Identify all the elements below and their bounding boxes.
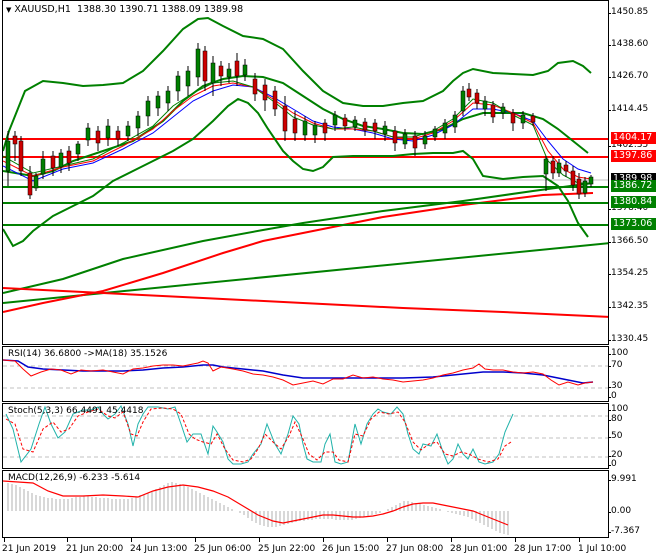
time-tick-mark xyxy=(259,538,260,542)
candlesticks xyxy=(5,43,594,199)
chart-title: ▼ XAUUSD,H1 1388.30 1390.71 1388.09 1389… xyxy=(6,4,243,15)
time-tick-mark xyxy=(451,538,452,542)
rsi-tick: 0 xyxy=(608,391,617,401)
price-tick: 1450.85 xyxy=(607,7,649,17)
stochastic-plot xyxy=(3,404,608,465)
price-tick: 1366.50 xyxy=(607,236,649,246)
macd-signal-line xyxy=(3,480,509,526)
symbol-label: XAUUSD,H1 xyxy=(14,4,71,15)
resistance-tag: 1397.86 xyxy=(611,150,656,162)
time-tick-mark xyxy=(579,538,580,542)
stoch-tick: 100 xyxy=(607,404,629,414)
ma-green-thin xyxy=(3,80,591,184)
time-label: 1 Jul 10:00 xyxy=(578,544,627,554)
time-tick-mark xyxy=(195,538,196,542)
macd-tick: -7.367 xyxy=(607,526,641,536)
time-tick-mark xyxy=(131,538,132,542)
stoch-main-line xyxy=(5,404,514,465)
time-label: 25 Jun 06:00 xyxy=(194,544,252,554)
stoch-tick: 80 xyxy=(607,414,623,424)
price-tick: 1354.25 xyxy=(607,268,649,278)
time-tick-mark xyxy=(67,538,68,542)
rsi-legend: RSI(14) 36.6800 ->MA(18) 35.1526 xyxy=(8,349,168,359)
time-label: 26 Jun 15:00 xyxy=(322,544,380,554)
bollinger-lower xyxy=(3,97,589,248)
macd-plot xyxy=(3,480,509,535)
price-plot xyxy=(3,16,608,318)
triangle-down-icon[interactable]: ▼ xyxy=(6,6,12,14)
stoch-tick: 20 xyxy=(607,450,623,460)
stochastic-panel[interactable]: Stoch(5,3,3) 66.4491 45.4418 xyxy=(2,403,609,469)
price-chart-panel[interactable]: ▼ XAUUSD,H1 1388.30 1390.71 1388.09 1389… xyxy=(2,0,609,345)
time-tick-mark xyxy=(4,538,5,542)
time-label: 25 Jun 22:00 xyxy=(258,544,316,554)
rsi-ma-line xyxy=(3,359,594,384)
time-tick-mark xyxy=(515,538,516,542)
long-trend-red-falling xyxy=(3,287,608,318)
price-tick: 1402.35 xyxy=(607,140,649,150)
time-label: 21 Jun 20:00 xyxy=(66,544,124,554)
price-tick: 1426.70 xyxy=(607,71,649,81)
time-label: 21 Jun 2019 xyxy=(2,544,57,554)
rsi-line xyxy=(3,359,594,386)
macd-histogram xyxy=(7,482,509,535)
bollinger-upper xyxy=(3,16,592,152)
rsi-tick: 70 xyxy=(607,360,623,370)
price-tick: 1342.35 xyxy=(607,301,649,311)
rsi-plot xyxy=(3,359,608,389)
macd-legend: MACD(12,26,9) -6.233 -5.614 xyxy=(8,473,141,483)
time-tick-mark xyxy=(387,538,388,542)
ohlc-values: 1388.30 1390.71 1388.09 1389.98 xyxy=(76,4,244,15)
macd-panel[interactable]: MACD(12,26,9) -6.233 -5.614 xyxy=(2,470,609,538)
macd-tick: 0.00 xyxy=(607,506,632,516)
stoch-signal-line xyxy=(5,407,512,463)
macd-axis: 9.991 0.00 -7.367 xyxy=(607,470,660,538)
long-trend-red-rising xyxy=(3,192,594,313)
stoch-axis: 100 80 50 20 0 xyxy=(607,403,660,469)
resistance-tag: 1404.17 xyxy=(611,132,656,144)
support-tag: 1380.84 xyxy=(611,196,656,208)
stoch-tick: 50 xyxy=(607,431,623,441)
price-tick: 1414.45 xyxy=(607,104,649,114)
price-tick: 1378.40 xyxy=(607,203,649,213)
time-label: 27 Jun 08:00 xyxy=(386,544,444,554)
time-label: 28 Jun 01:00 xyxy=(450,544,508,554)
ma-blue xyxy=(3,84,592,182)
rsi-tick: 30 xyxy=(607,381,623,391)
support-tag: 1386.72 xyxy=(611,180,656,192)
time-label: 24 Jun 13:00 xyxy=(130,544,188,554)
rsi-tick: 100 xyxy=(607,348,629,358)
price-tick: 1438.60 xyxy=(607,39,649,49)
rsi-panel[interactable]: RSI(14) 36.6800 ->MA(18) 35.1526 xyxy=(2,346,609,402)
time-label: 28 Jun 17:00 xyxy=(514,544,572,554)
stoch-tick: 0 xyxy=(608,459,617,469)
price-tick: 1330.45 xyxy=(607,334,649,344)
rsi-axis: 100 70 30 0 xyxy=(607,346,660,402)
support-tag: 1373.06 xyxy=(611,218,656,230)
long-trend-green-upper xyxy=(3,182,594,294)
macd-tick: 9.991 xyxy=(608,474,637,484)
time-tick-mark xyxy=(323,538,324,542)
stoch-legend: Stoch(5,3,3) 66.4491 45.4418 xyxy=(8,406,144,416)
price-axis: 1450.85 1438.60 1426.70 1414.45 1402.35 … xyxy=(607,0,660,345)
long-trend-green-lower xyxy=(3,242,608,304)
